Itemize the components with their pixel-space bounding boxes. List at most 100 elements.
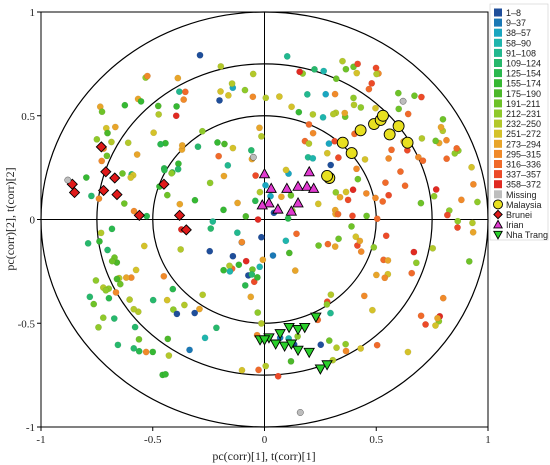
nha-trang-point <box>292 345 304 357</box>
sample-point <box>284 215 292 222</box>
nha-trang-point <box>314 364 327 375</box>
sample-point <box>258 320 265 327</box>
sample-point <box>229 252 237 260</box>
sample-point <box>201 334 209 342</box>
sample-point <box>432 322 439 329</box>
sample-point <box>443 136 450 144</box>
legend-swatch <box>494 28 502 37</box>
sample-point <box>124 139 132 147</box>
legend-swatch <box>494 170 502 179</box>
sample-point <box>356 237 364 245</box>
nha-trang-point <box>321 360 333 371</box>
sample-point <box>215 152 223 160</box>
sample-point <box>309 154 317 162</box>
sample-point <box>98 108 106 116</box>
legend-label: 58–90 <box>506 38 531 48</box>
legend-item-212-231: 212–231 <box>494 109 541 119</box>
sample-point <box>157 140 164 148</box>
sample-point <box>209 218 217 225</box>
zero-axes <box>41 12 488 427</box>
sample-point <box>224 91 232 99</box>
sample-point <box>252 172 260 179</box>
sample-point <box>437 123 445 131</box>
sample-point <box>285 249 293 257</box>
sample-point <box>241 282 249 289</box>
sample-point <box>99 314 107 322</box>
malaysia-point <box>354 124 367 137</box>
sample-point <box>132 266 140 274</box>
sample-point <box>397 168 404 175</box>
sample-point <box>88 192 95 200</box>
sample-point <box>434 314 441 322</box>
nha-trang-point <box>298 322 311 334</box>
legend-swatch <box>494 38 502 47</box>
sample-point <box>349 186 357 194</box>
sample-point <box>206 179 214 187</box>
sample-point <box>388 146 395 154</box>
sample-point <box>334 210 342 218</box>
sample-point <box>92 277 100 284</box>
legend-item-232-250: 232–250 <box>494 119 541 129</box>
sample-point <box>309 129 317 137</box>
sample-point <box>319 113 327 121</box>
legend-item-9-37: 9–37 <box>494 18 526 28</box>
sample-point <box>173 103 180 110</box>
sample-point <box>339 57 346 65</box>
legend-item-125-154: 125–154 <box>494 69 541 79</box>
sample-point <box>104 129 111 137</box>
sample-point <box>469 180 477 188</box>
sample-point <box>177 245 185 253</box>
nha-trang-point <box>274 329 286 340</box>
sample-point <box>277 193 285 201</box>
sample-point <box>143 72 151 80</box>
malaysia-point <box>377 109 389 122</box>
sample-point <box>114 341 122 349</box>
sample-point <box>381 274 389 282</box>
sample-point <box>131 323 139 331</box>
sample-point <box>97 229 105 237</box>
legend-label: 295–315 <box>506 149 541 159</box>
brunei-point <box>100 166 112 178</box>
sample-point <box>291 267 299 275</box>
sample-point <box>108 138 115 146</box>
legend-swatch <box>494 180 502 189</box>
sample-point <box>214 139 221 146</box>
sample-point <box>305 140 313 147</box>
legend-swatch <box>494 119 502 128</box>
brunei-point <box>180 224 192 236</box>
sample-point <box>176 200 184 208</box>
y-axis-label: pc(corr)[2], t(corr)[2] <box>3 167 17 270</box>
sample-point <box>325 140 333 147</box>
legend-item-175-190: 175–190 <box>494 89 541 99</box>
sample-point <box>143 212 151 220</box>
sample-point <box>439 115 447 123</box>
sample-point <box>336 193 344 201</box>
sample-point <box>130 305 138 313</box>
sample-point <box>327 309 334 317</box>
sample-point <box>385 155 393 162</box>
sample-point <box>269 252 277 259</box>
legend-label: 191–211 <box>506 99 540 109</box>
sample-point <box>256 124 263 132</box>
malaysia-point <box>345 147 358 160</box>
sample-point <box>385 191 393 199</box>
sample-point <box>120 200 128 207</box>
series-brunei <box>66 141 192 236</box>
sample-point <box>370 243 378 251</box>
sample-point <box>357 104 365 111</box>
sample-point <box>361 156 369 163</box>
legend-swatch <box>494 79 502 88</box>
sample-point <box>262 181 269 189</box>
sample-point <box>342 65 350 73</box>
sample-point <box>317 341 325 349</box>
sample-point <box>198 127 206 135</box>
nha-trang-point <box>278 341 291 353</box>
sample-point <box>311 65 318 73</box>
legend-item-316-336: 316–336 <box>494 160 541 170</box>
sample-point <box>443 155 451 163</box>
sample-point <box>212 324 220 332</box>
brunei-point <box>111 188 123 201</box>
sample-point <box>372 104 379 112</box>
sample-point <box>322 90 330 98</box>
irian-point <box>281 182 293 193</box>
